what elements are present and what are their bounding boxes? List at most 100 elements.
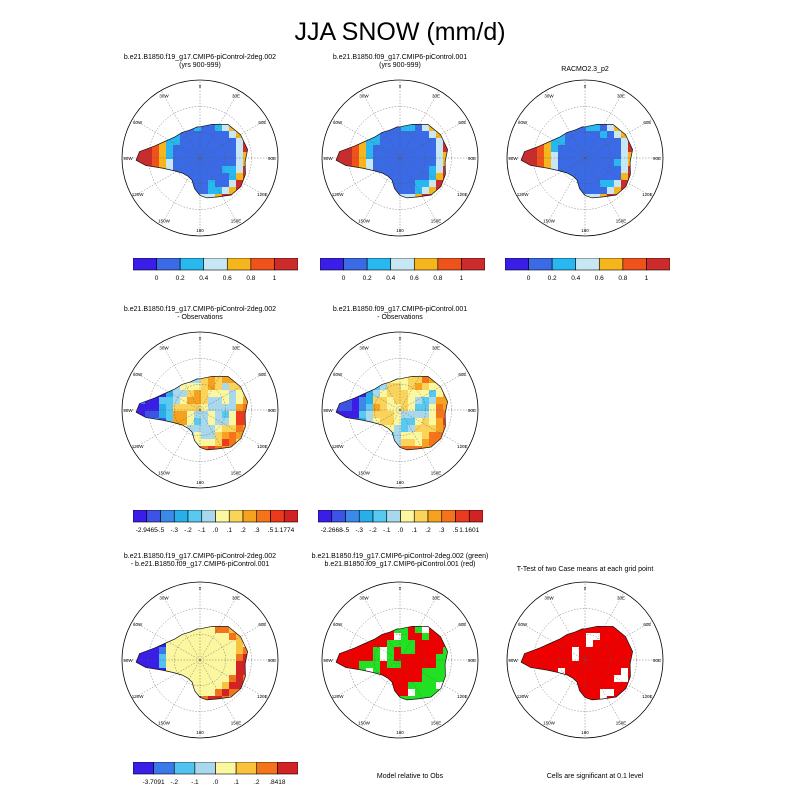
map-boundary xyxy=(506,581,664,739)
map-panel-1: 0 30E 60E 90E 120E 150E 180 150W 120W 90W 60W 30W xyxy=(121,79,279,237)
colorbar-label: 0.6 xyxy=(410,275,419,282)
lon-label: 30E xyxy=(232,346,240,351)
lon-label: 120W xyxy=(332,192,345,197)
panel-4-title: b.e21.B1850.f19_g17.CMIP6-piControl-2deg… xyxy=(80,306,320,322)
colorbar-6: -3.7091 -.2 -.1 .0 .1 .2 .8418 xyxy=(133,762,298,786)
lon-label: 150W xyxy=(358,720,371,725)
lon-label: 0 xyxy=(584,84,587,89)
colorbar-label: .1 xyxy=(227,527,233,534)
lon-label: 150E xyxy=(231,470,242,475)
lon-label: 30E xyxy=(432,94,440,99)
lon-label: 120E xyxy=(642,192,653,197)
colorbar-label: .8418 xyxy=(269,779,286,786)
colorbar-swatch xyxy=(441,510,456,523)
colorbar-swatch xyxy=(461,258,485,271)
map-boundary xyxy=(121,79,279,237)
panel-5-title-line1: b.e21.B1850.f09_g17.CMIP6-piControl.001 xyxy=(332,306,468,313)
lon-label: 30W xyxy=(159,94,169,99)
note-significance: Cells are significant at 0.1 level xyxy=(546,773,644,780)
colorbar-label: .0 xyxy=(398,527,404,534)
colorbar-swatch xyxy=(358,510,374,523)
lon-label: 30W xyxy=(159,596,169,601)
lon-label: 90E xyxy=(268,658,276,663)
lon-label: 30E xyxy=(617,94,625,99)
colorbar-label: -.1 xyxy=(191,779,199,786)
colorbar-swatch xyxy=(320,258,344,271)
lon-label: 180 xyxy=(581,228,589,233)
lon-label: 120W xyxy=(332,694,345,699)
panel-4-title-line2: - Observations xyxy=(177,314,223,321)
colorbar-label: 1 xyxy=(645,275,649,282)
colorbar-swatch xyxy=(203,258,228,271)
lon-label: 90W xyxy=(123,658,133,663)
map-panel-7: 0 30E 60E 90E 120E 150E 180 150W 120W 90W 60W 30W xyxy=(321,581,479,739)
colorbar-label: .0 xyxy=(213,527,219,534)
colorbar-label: -.2 xyxy=(170,779,178,786)
lon-label: 30E xyxy=(432,346,440,351)
note-model-relative-to-obs: Model relative to Obs xyxy=(376,773,444,780)
colorbar-label: 0.4 xyxy=(199,275,208,282)
colorbar-swatch xyxy=(505,258,529,271)
map-boundary xyxy=(121,331,279,489)
panel-6-title-line1: b.e21.B1850.f19_g17.CMIP6-piControl-2deg… xyxy=(123,553,277,560)
lon-label: 90E xyxy=(468,156,476,161)
colorbar-label: .1 xyxy=(233,779,239,786)
colorbar-swatch xyxy=(173,762,196,775)
lon-label: 180 xyxy=(196,730,204,735)
colorbar-swatch xyxy=(343,258,368,271)
colorbar-label: .5 xyxy=(453,527,459,534)
lon-label: 150W xyxy=(158,218,171,223)
panel-1-title-line2: (yrs 900-999) xyxy=(179,62,221,69)
lon-label: 30E xyxy=(617,596,625,601)
lon-label: 150W xyxy=(358,470,371,475)
lon-label: 90E xyxy=(268,156,276,161)
lon-label: 30E xyxy=(232,596,240,601)
colorbar-swatch xyxy=(133,510,148,523)
lon-label: 0 xyxy=(199,586,202,591)
panel-2-title: b.e21.B1850.f09_g17.CMIP6-piControl.001 … xyxy=(280,54,520,70)
colorbar-swatch xyxy=(274,258,298,271)
lon-label: 60E xyxy=(643,120,651,125)
colorbar-4: -2.9465-.5 -.3 -.2 -.1 .0 .1 .2 .3 .5 1.1774 xyxy=(133,510,298,534)
lon-label: 180 xyxy=(196,480,204,485)
lon-label: 120W xyxy=(132,444,145,449)
map-panel-5: 0 30E 60E 90E 120E 150E 180 150W 120W 90W 60W 30W xyxy=(321,331,479,489)
colorbar-label: 0.8 xyxy=(246,275,255,282)
colorbar-label: .2 xyxy=(240,527,246,534)
lon-label: 120W xyxy=(517,694,530,699)
colorbar-label: 0 xyxy=(155,275,159,282)
lon-label: 120E xyxy=(457,192,468,197)
lon-label: 30W xyxy=(159,346,169,351)
colorbar-swatch xyxy=(528,258,553,271)
colorbar-swatch xyxy=(427,510,443,523)
colorbar-swatch xyxy=(270,510,285,523)
colorbar-swatch xyxy=(228,510,244,523)
colorbar-swatch xyxy=(345,510,360,523)
colorbar-swatch xyxy=(194,762,216,775)
lon-label: 120E xyxy=(457,444,468,449)
map-panel-4: 0 30E 60E 90E 120E 150E 180 150W 120W 90W 60W 30W xyxy=(121,331,279,489)
graticule xyxy=(507,80,663,236)
colorbar-1: 0 0.2 0.4 0.6 0.8 1 xyxy=(133,258,298,282)
lon-label: 150W xyxy=(158,470,171,475)
colorbar-label: 0 xyxy=(342,275,346,282)
colorbar-swatch xyxy=(372,510,388,523)
colorbar-label: .1 xyxy=(412,527,418,534)
colorbar-label: 0 xyxy=(527,275,531,282)
colorbar-label: -.2 xyxy=(369,527,377,534)
colorbar-swatch xyxy=(551,258,577,271)
lon-label: 30W xyxy=(359,596,369,601)
graticule xyxy=(322,80,478,236)
lon-label: 180 xyxy=(396,228,404,233)
colorbar-label: -.5 xyxy=(157,527,165,534)
colorbar-swatch xyxy=(386,510,401,523)
lon-label: 90W xyxy=(508,658,518,663)
colorbar-swatch xyxy=(390,258,415,271)
lon-label: 120E xyxy=(642,694,653,699)
lon-label: 60E xyxy=(458,120,466,125)
colorbar-swatch xyxy=(250,258,275,271)
lon-label: 0 xyxy=(199,84,202,89)
graticule xyxy=(122,80,278,236)
lon-label: 150E xyxy=(431,218,442,223)
colorbar-label: -.3 xyxy=(170,527,178,534)
